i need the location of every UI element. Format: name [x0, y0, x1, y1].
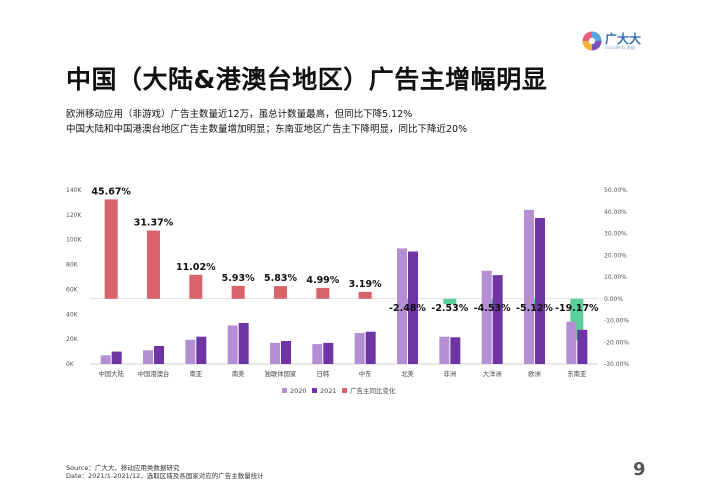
subtitle-line-1: 欧洲移动应用（非游戏）广告主数量近12万，虽总计数量最高，但同比下降5.12% — [66, 109, 413, 120]
bar-2021 — [196, 336, 207, 364]
legend-swatch — [312, 388, 317, 393]
date-note: Date：2021/1-2021/12，选取区域及各国家对应的广告主数量统计 — [66, 472, 264, 480]
category-tick-label: 中国大陆 — [99, 369, 125, 378]
bar-2021 — [577, 329, 588, 364]
source-note: Source：广大大，移动应用类数据研究 — [66, 464, 180, 472]
change-bar — [528, 298, 541, 310]
change-data-label: -2.53% — [431, 303, 468, 314]
change-data-label: -4.53% — [474, 303, 511, 314]
left-axis-tick-label: 80K — [66, 262, 79, 269]
right-axis-tick-label: -20.00% — [604, 339, 629, 346]
right-axis-tick-label: -30.00% — [604, 361, 629, 368]
bar-2021 — [154, 345, 164, 364]
legend-swatch — [342, 388, 347, 393]
bar-2020 — [100, 355, 111, 364]
change-data-label: -5.12% — [516, 303, 553, 314]
change-bar — [443, 298, 457, 305]
bar-2020 — [566, 321, 577, 364]
category-tick-label: 中东 — [359, 369, 372, 378]
right-axis-tick-label: 50.00% — [604, 187, 627, 194]
left-axis-tick-label: 40K — [66, 311, 79, 318]
right-axis-tick-label: 40.00% — [604, 209, 627, 216]
category-tick-label: 欧洲 — [528, 369, 541, 378]
left-axis-tick-label: 140K — [66, 187, 82, 194]
category-tick-label: 中国港澳台 — [138, 369, 169, 378]
change-bar — [485, 298, 499, 309]
change-data-label: 5.83% — [264, 273, 297, 284]
change-bar — [231, 285, 245, 299]
category-tick-label: 独联体国家 — [265, 369, 297, 378]
bar-2020 — [481, 270, 492, 364]
bar-2020 — [312, 344, 323, 364]
category-tick-label: 日韩 — [317, 369, 330, 378]
left-axis-tick-label: 20K — [66, 336, 79, 343]
bar-2020 — [270, 342, 280, 364]
category-tick-label: 北美 — [401, 369, 414, 378]
change-data-label: 4.99% — [306, 275, 339, 286]
legend-label: 2020 — [290, 387, 307, 395]
right-axis-tick-label: 10.00% — [604, 274, 627, 281]
change-bar — [104, 199, 118, 299]
category-tick-label: 大洋洲 — [483, 369, 502, 378]
brand-tagline: SocialPeta 数据 — [605, 44, 635, 50]
change-data-label: 3.19% — [349, 279, 382, 290]
category-tick-label: 南美 — [232, 369, 245, 378]
right-axis-tick-label: 30.00% — [604, 231, 627, 238]
category-tick-label: 南亚 — [190, 369, 203, 378]
change-data-label: -2.48% — [389, 303, 426, 314]
bar-2020 — [397, 248, 407, 364]
change-bar — [147, 230, 160, 299]
change-data-label: 31.37% — [134, 218, 174, 229]
change-bar — [274, 286, 287, 299]
bar-2021 — [492, 275, 503, 364]
change-data-label: -19.17% — [555, 303, 599, 314]
brand-logo-icon — [582, 31, 602, 51]
bar-2020 — [524, 209, 534, 364]
right-axis-tick-label: -10.00% — [604, 318, 629, 325]
bar-2021 — [323, 342, 334, 364]
left-axis-tick-label: 100K — [66, 237, 82, 244]
brand-logo: 广大大 SocialPeta 数据 — [582, 31, 641, 51]
bar-2021 — [450, 337, 461, 364]
right-axis-tick-label: 20.00% — [604, 252, 627, 259]
page-number: 9 — [633, 459, 646, 480]
change-data-label: 5.93% — [222, 273, 255, 284]
change-data-label: 11.02% — [176, 262, 216, 273]
bar-2021 — [238, 322, 249, 364]
legend-swatch — [282, 388, 287, 393]
right-axis-tick-label: 0.00% — [604, 296, 623, 303]
left-axis-tick-label: 120K — [66, 212, 82, 219]
bar-2020 — [185, 339, 196, 364]
bar-2021 — [535, 217, 545, 364]
change-bar — [358, 291, 372, 299]
page-title: 中国（大陆&港澳台地区）广告主增幅明显 — [66, 65, 548, 94]
bar-2020 — [143, 350, 153, 364]
bar-2021 — [111, 351, 122, 364]
change-data-label: 45.67% — [91, 186, 131, 197]
category-tick-label: 东南亚 — [567, 369, 587, 378]
change-bar — [401, 298, 414, 305]
bar-2020 — [354, 332, 365, 364]
bar-2021 — [408, 251, 418, 364]
bar-2020 — [227, 325, 238, 364]
change-bar — [316, 287, 330, 299]
legend-label: 广告主同比变化 — [350, 386, 396, 395]
change-bar — [189, 274, 203, 299]
bar-2020 — [439, 336, 450, 364]
subtitle-line-2: 中国大陆和中国港澳台地区广告主数量增加明显；东南亚地区广告主下降明显，同比下降近… — [66, 124, 468, 135]
category-tick-label: 非洲 — [444, 369, 457, 378]
bar-2021 — [281, 341, 291, 364]
left-axis-tick-label: 0K — [66, 361, 75, 368]
brand-name: 广大大 — [605, 31, 642, 46]
legend-label: 2021 — [320, 387, 337, 395]
bar-2021 — [365, 331, 376, 364]
left-axis-tick-label: 60K — [66, 286, 79, 293]
